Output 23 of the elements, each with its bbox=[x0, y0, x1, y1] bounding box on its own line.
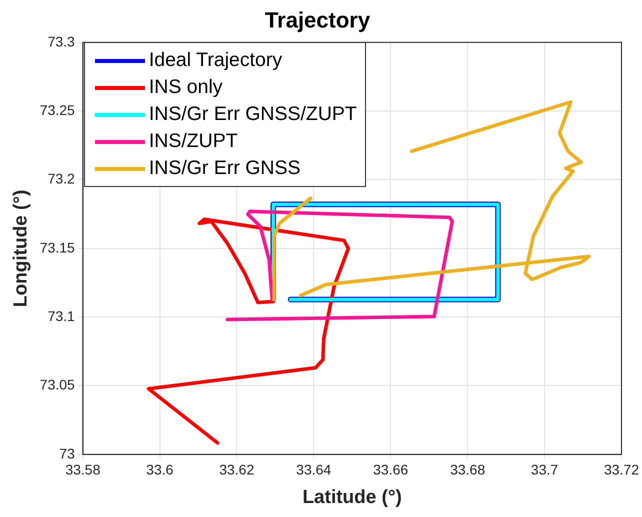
x-tick-label: 33.62 bbox=[219, 462, 254, 478]
legend-label: INS only bbox=[148, 75, 223, 100]
y-tick-label: 73.05 bbox=[40, 376, 76, 393]
y-tick-label: 73.1 bbox=[48, 308, 76, 324]
y-tick-label: 73.15 bbox=[40, 239, 76, 256]
y-tick-label: 73.2 bbox=[48, 170, 76, 187]
legend-label: INS/Gr Err GNSS/ZUPT bbox=[148, 102, 357, 128]
x-axis-title: Latitude (°) bbox=[302, 486, 402, 508]
x-tick-label: 33.66 bbox=[373, 462, 408, 478]
y-tick-label: 73.3 bbox=[48, 33, 76, 50]
y-axis-title: Longitude (°) bbox=[10, 190, 32, 308]
chart-title: Trajectory bbox=[264, 7, 371, 32]
x-tick-label: 33.7 bbox=[530, 462, 558, 478]
x-tick-label: 33.58 bbox=[65, 462, 101, 478]
y-tick-label: 73 bbox=[59, 445, 76, 462]
y-tick-label: 73.25 bbox=[40, 102, 76, 118]
legend-label: Ideal Trajectory bbox=[148, 48, 282, 74]
legend-label: INS/ZUPT bbox=[148, 129, 238, 154]
x-tick-label: 33.68 bbox=[450, 462, 486, 478]
x-tick-label: 33.6 bbox=[146, 462, 174, 478]
x-tick-label: 33.72 bbox=[604, 462, 640, 478]
legend-label: INS/Gr Err GNSS bbox=[148, 156, 301, 182]
x-tick-label: 33.64 bbox=[296, 462, 332, 478]
